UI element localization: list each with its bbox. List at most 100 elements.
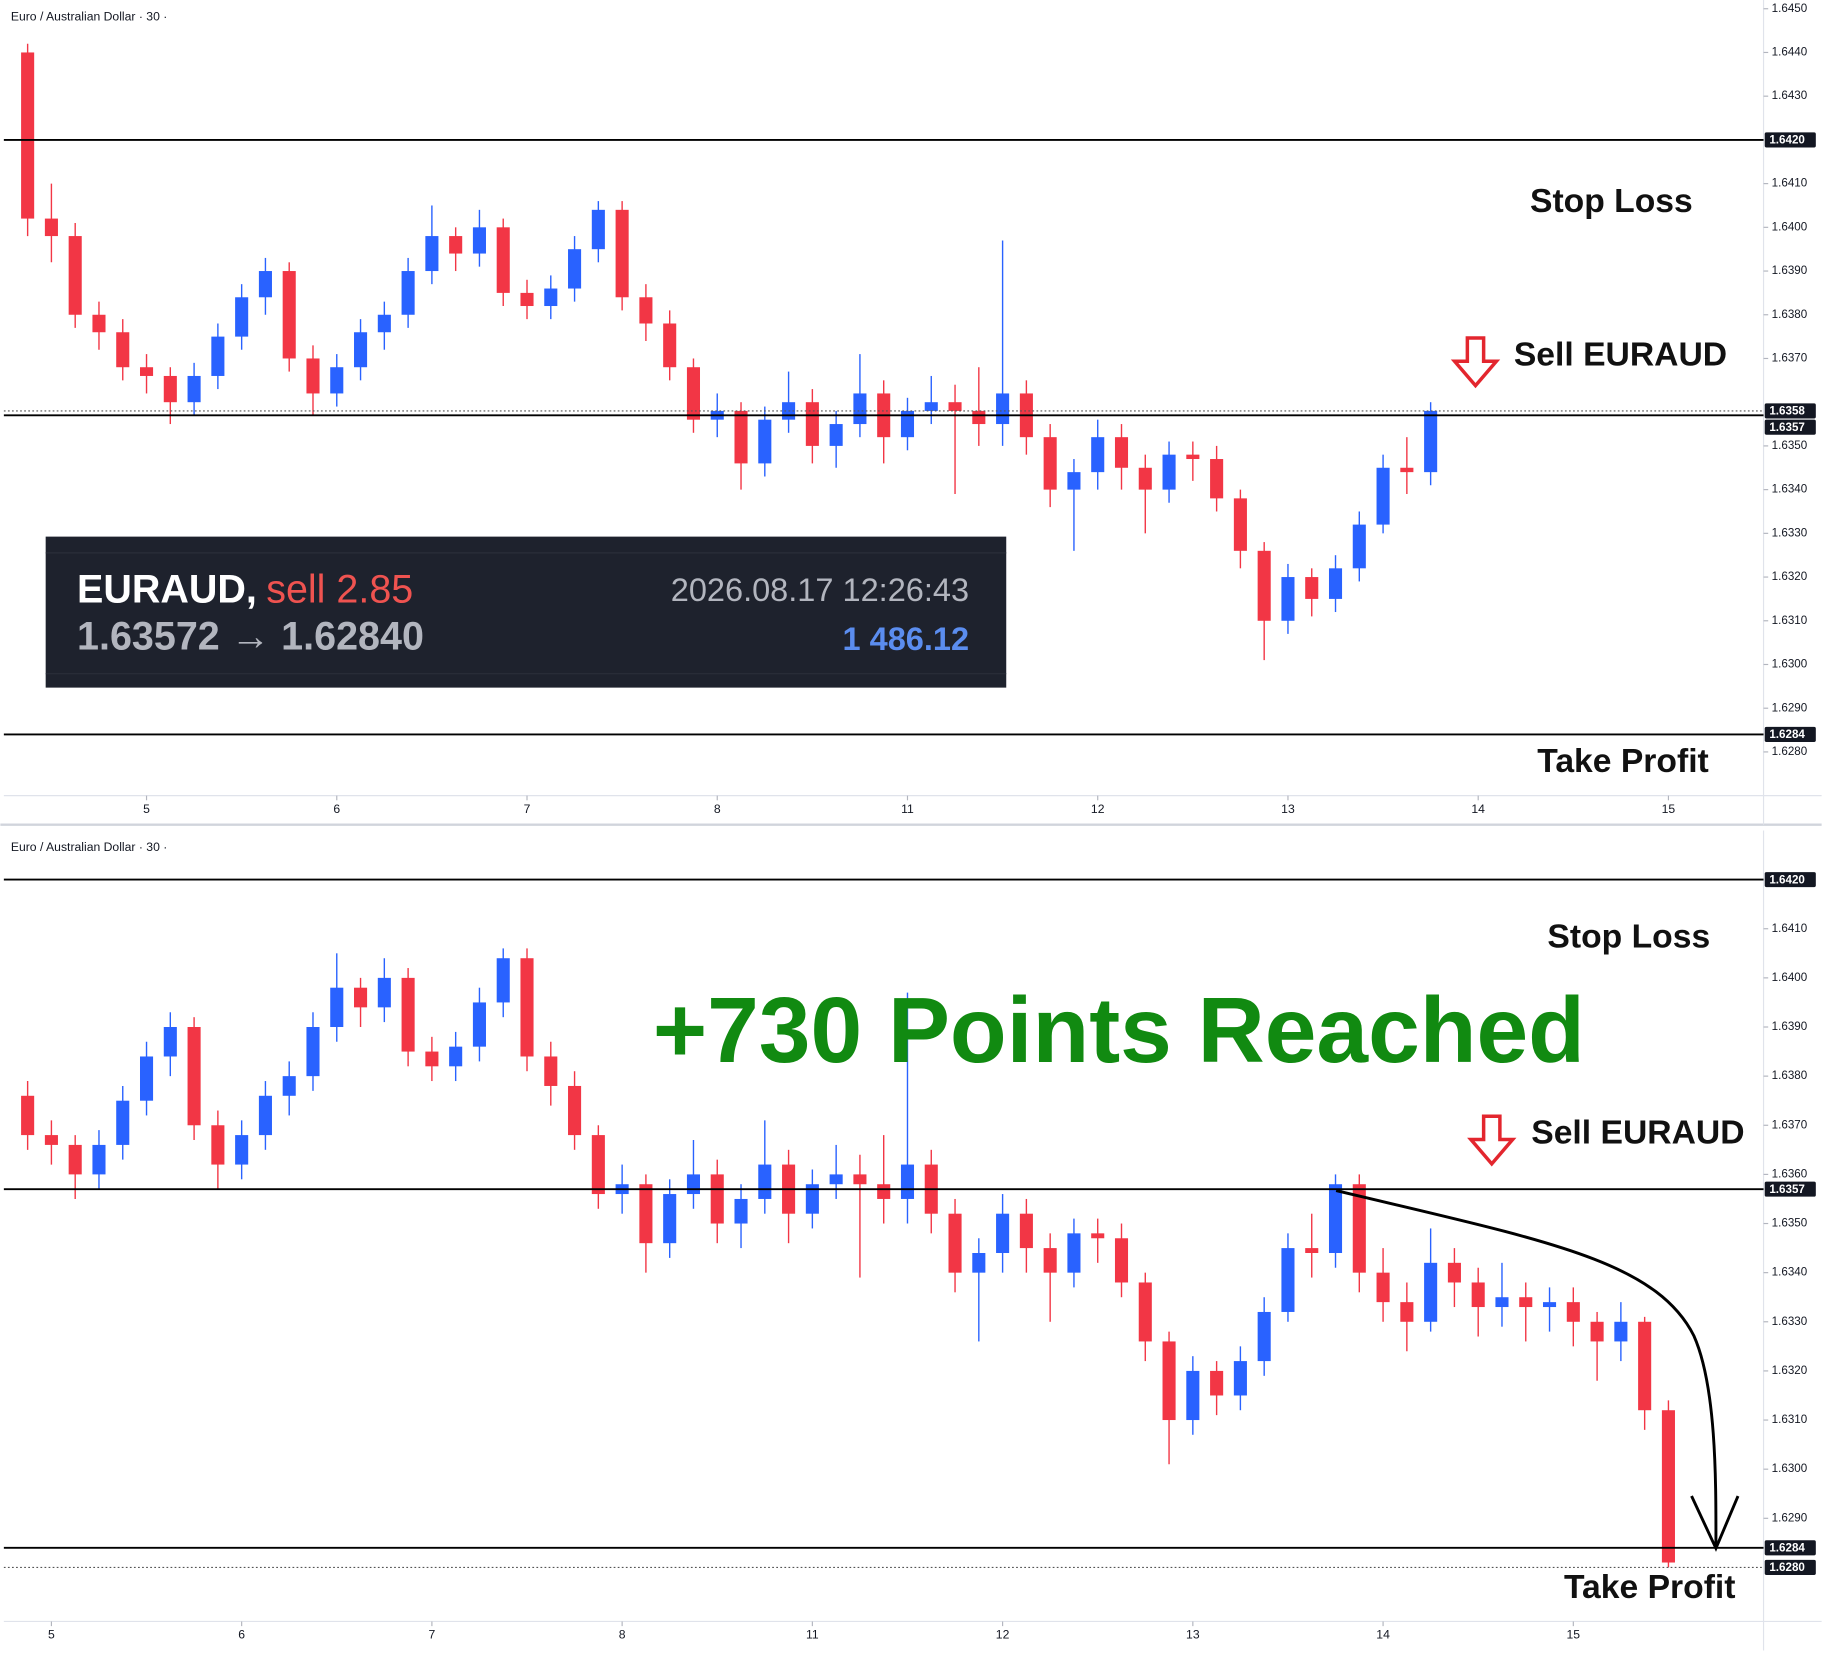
candle-body (1257, 1311, 1271, 1362)
candle-body (639, 1184, 653, 1244)
price-level-tag (1764, 403, 1816, 419)
candle-body (401, 271, 415, 315)
candle-body (686, 367, 701, 420)
price-level-label: 1.6284 (1769, 1541, 1805, 1554)
x-tick-label: 12 (1091, 802, 1105, 816)
candle-body (425, 1051, 439, 1067)
trade-panel (45, 536, 1007, 688)
candle-body (758, 419, 772, 464)
chart-title: Euro / Australian Dollar · 30 · (11, 840, 167, 854)
candle-body (1186, 1370, 1200, 1421)
price-level-tag (1764, 1181, 1816, 1197)
candle-body (449, 1046, 463, 1067)
take-profit-label: Take Profit (1564, 1569, 1736, 1606)
candle-body (1447, 1262, 1461, 1283)
candle-body (1210, 459, 1224, 499)
candle-body (996, 393, 1010, 425)
candle-body (948, 402, 962, 411)
candle-body (377, 977, 391, 1008)
y-tick-label: 1.6300 (1772, 1462, 1808, 1475)
candle-body (734, 410, 748, 464)
candle-body (1186, 454, 1200, 460)
candle-body (282, 1076, 296, 1096)
candle-body (1566, 1302, 1580, 1322)
candle-body (68, 1144, 82, 1175)
candle-body (1352, 524, 1366, 569)
x-tick-label: 6 (333, 802, 340, 816)
y-tick-label: 1.6350 (1772, 439, 1808, 452)
price-level-label: 1.6280 (1769, 1561, 1805, 1574)
candle-body (639, 297, 653, 324)
trade-side: sell 2.85 (266, 568, 413, 612)
candle-body (1328, 568, 1343, 599)
candle-body (1305, 577, 1319, 599)
y-tick-label: 1.6440 (1772, 46, 1808, 59)
y-tick-label: 1.6400 (1772, 971, 1808, 984)
candle-body (1091, 1233, 1105, 1239)
candle-body (163, 1027, 177, 1057)
candle-body (21, 52, 35, 219)
x-tick-label: 11 (806, 1628, 819, 1642)
y-tick-label: 1.6310 (1772, 1413, 1808, 1426)
x-tick-label: 14 (1376, 1628, 1390, 1642)
candle-body (972, 1253, 986, 1273)
candle-body (1162, 454, 1176, 490)
y-tick-label: 1.6390 (1772, 264, 1808, 277)
x-tick-label: 13 (1281, 802, 1295, 816)
price-level-tag (1764, 1540, 1816, 1556)
candle-body (1400, 1302, 1414, 1322)
candle-body (972, 410, 986, 425)
candle-body (1233, 498, 1247, 551)
candle-body (139, 367, 154, 376)
move-curve (1335, 1189, 1718, 1549)
candle-body (425, 236, 439, 272)
y-tick-label: 1.6380 (1772, 308, 1808, 321)
sell-label: Sell EURAUD (1514, 336, 1727, 373)
candle-body (900, 1164, 915, 1199)
y-tick-label: 1.6340 (1772, 483, 1808, 496)
candle-body (1614, 1321, 1628, 1342)
candle-body (948, 1213, 962, 1273)
candle-body (758, 1164, 772, 1199)
x-tick-label: 15 (1567, 1628, 1581, 1642)
candle-body (472, 1002, 486, 1047)
y-tick-label: 1.6350 (1772, 1217, 1808, 1230)
candle-body (1281, 577, 1295, 621)
candle-body (44, 1135, 58, 1145)
candle-body (187, 1027, 201, 1126)
x-tick-label: 15 (1662, 802, 1676, 816)
price-level-label: 1.6420 (1769, 873, 1805, 886)
candle-body (663, 323, 677, 368)
candle-body (496, 227, 510, 293)
candle-body (1233, 1361, 1247, 1396)
y-tick-label: 1.6390 (1772, 1020, 1808, 1033)
trade-prices: 1.63572 → 1.62840 (77, 614, 424, 658)
y-tick-label: 1.6410 (1772, 922, 1808, 935)
candle-body (1328, 1184, 1343, 1254)
candle-body (520, 292, 534, 307)
x-tick-label: 5 (48, 1628, 55, 1642)
candle-body (1043, 1248, 1057, 1273)
y-tick-label: 1.6340 (1772, 1266, 1808, 1279)
candle-body (853, 393, 867, 425)
trade-symbol: EURAUD, (77, 568, 257, 612)
candle-body (282, 271, 296, 359)
y-tick-label: 1.6320 (1772, 1364, 1808, 1377)
candle-body (1162, 1341, 1176, 1421)
candle-body (710, 1174, 724, 1224)
price-level-tag (1764, 419, 1816, 435)
x-tick-label: 7 (524, 802, 531, 816)
y-tick-label: 1.6300 (1772, 658, 1808, 671)
candle-body (1043, 437, 1057, 490)
candle-body (496, 958, 510, 1003)
candle-body (116, 1100, 130, 1145)
y-tick-label: 1.6370 (1772, 1118, 1808, 1131)
trade-header: EURAUD, sell 2.85 (77, 568, 413, 612)
sell-arrow-icon (1467, 1114, 1517, 1167)
candle-body (258, 271, 272, 298)
candle-body (401, 977, 415, 1052)
candle-body (805, 402, 819, 446)
candle-body (520, 958, 534, 1057)
candle-body (1519, 1297, 1533, 1308)
candle-body (900, 410, 915, 438)
